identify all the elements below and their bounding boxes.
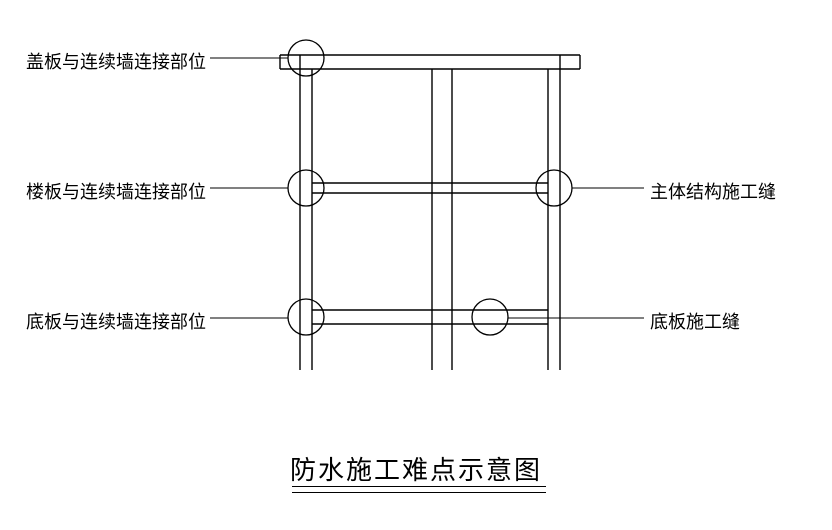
label-left-bot: 底板与连续墙连接部位 xyxy=(26,308,206,334)
c-top-left xyxy=(288,40,324,76)
label-right-bot: 底板施工缝 xyxy=(650,308,740,334)
diagram-title: 防水施工难点示意图 xyxy=(290,450,542,487)
c-bot-center xyxy=(472,299,508,335)
label-left-top: 盖板与连续墙连接部位 xyxy=(26,48,206,74)
c-mid-right xyxy=(536,170,572,206)
title-underline-2 xyxy=(292,492,546,493)
diagram-container: 盖板与连续墙连接部位 楼板与连续墙连接部位 底板与连续墙连接部位 主体结构施工缝… xyxy=(0,0,832,530)
c-bot-left xyxy=(288,299,324,335)
c-mid-left xyxy=(288,170,324,206)
label-right-mid: 主体结构施工缝 xyxy=(650,178,776,204)
title-underline-1 xyxy=(292,486,546,487)
label-left-mid: 楼板与连续墙连接部位 xyxy=(26,178,206,204)
